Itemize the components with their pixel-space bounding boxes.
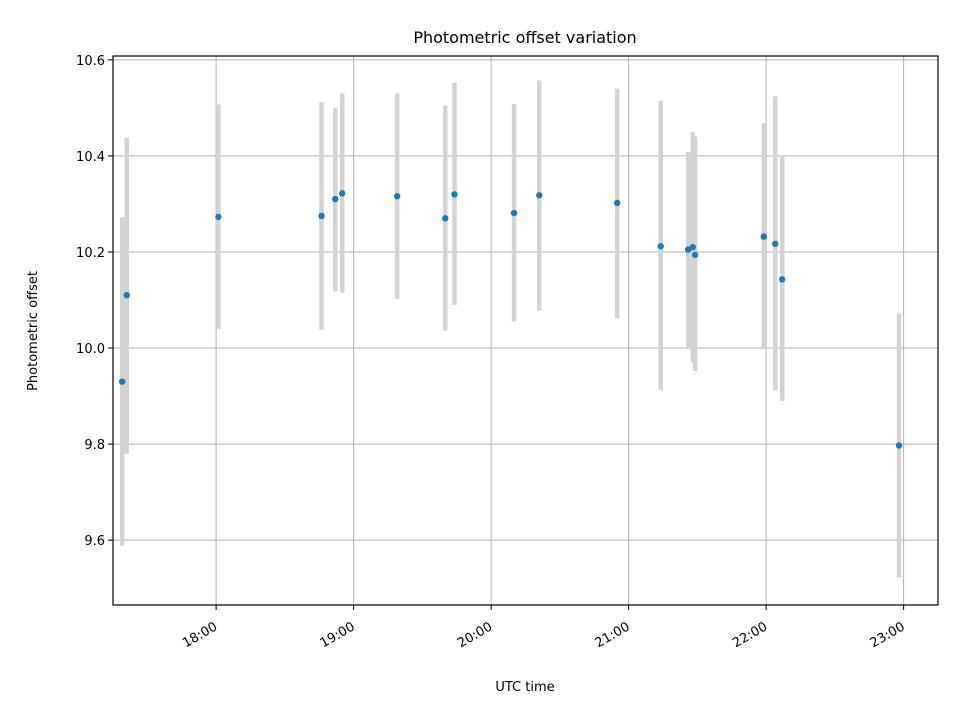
data-point — [215, 213, 222, 221]
data-points — [118, 190, 903, 449]
plot-frame — [112, 55, 939, 606]
y-tick-label: 10.2 — [76, 246, 105, 261]
data-point — [510, 209, 518, 217]
data-point — [442, 215, 449, 222]
x-axis-ticks: 18:00 19:00 20:00 21:00 22:00 23:00 — [180, 605, 908, 651]
data-point — [118, 378, 126, 385]
data-point — [895, 442, 903, 449]
x-tick-label: 22:00 — [730, 619, 770, 651]
data-point — [772, 240, 779, 248]
data-point — [338, 190, 346, 197]
data-point — [613, 199, 621, 207]
x-tick-label: 19:00 — [318, 619, 358, 651]
data-point — [123, 291, 130, 299]
x-tick-label: 20:00 — [455, 619, 495, 651]
x-axis-label: UTC time — [495, 680, 554, 695]
y-tick-label: 10.0 — [76, 342, 105, 357]
data-point — [332, 195, 339, 203]
data-point — [778, 276, 786, 283]
data-point — [318, 212, 325, 220]
x-tick-label: 23:00 — [868, 619, 908, 651]
error-bars — [119, 80, 902, 578]
y-tick-label: 9.8 — [84, 438, 105, 453]
x-tick-label: 18:00 — [180, 619, 220, 651]
data-point — [536, 192, 543, 199]
data-point — [451, 191, 458, 198]
data-point — [760, 233, 768, 240]
data-point — [657, 243, 664, 250]
data-point — [691, 251, 699, 259]
x-tick-label: 21:00 — [593, 619, 633, 651]
chart-title: Photometric offset variation — [413, 28, 636, 47]
y-tick-label: 10.6 — [76, 54, 105, 69]
data-point — [689, 243, 696, 251]
y-axis-ticks: 9.6 9.8 10.0 10.2 10.4 10.6 — [76, 54, 113, 549]
y-tick-label: 10.4 — [76, 150, 105, 165]
y-tick-label: 9.6 — [84, 534, 105, 549]
data-point — [393, 193, 401, 200]
grid-lines — [113, 56, 938, 605]
y-axis-label: Photometric offset — [26, 271, 41, 391]
